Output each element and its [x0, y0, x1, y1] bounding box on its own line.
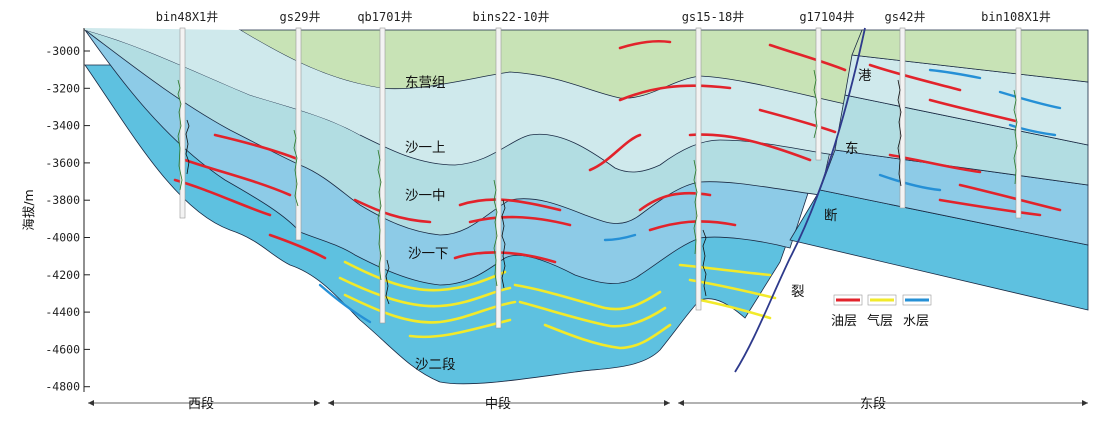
well-label: bin48X1井 — [156, 10, 219, 24]
well-bore — [293, 27, 302, 241]
segment-label-west: 西段 — [188, 397, 214, 412]
well-bore — [177, 27, 190, 219]
y-tick-label: -4200 — [45, 268, 80, 282]
legend-label-gas: 气层 — [867, 313, 893, 329]
oil-layer — [648, 220, 737, 232]
well-bore — [377, 27, 390, 324]
y-tick-label: -4800 — [45, 380, 80, 394]
gas-layer — [343, 293, 517, 324]
oil-layer — [768, 43, 847, 72]
fault: 港 东 断 裂 — [734, 27, 872, 373]
well-label: gs15-18井 — [682, 10, 745, 24]
well-label: g17104井 — [799, 10, 854, 24]
y-axis: -3000 -3200 -3400 -3600 -3800 -4000 -4200 -4400… — [21, 28, 90, 394]
oil-layer — [888, 153, 982, 174]
layer-top-band — [85, 28, 380, 135]
oil-layer — [268, 233, 327, 260]
oil-layers — [173, 39, 1062, 264]
well-bore — [1013, 27, 1022, 219]
oil-layer — [588, 133, 642, 172]
gas-layer — [343, 260, 507, 292]
well-label: gs42井 — [885, 10, 926, 24]
formation-label-sha1-lower: 沙一下 — [408, 246, 449, 262]
fault-label-char: 断 — [824, 208, 838, 224]
oil-layer — [618, 84, 732, 102]
water-layer — [998, 90, 1062, 110]
well-labels: bin48X1井 gs29井 qb1701井 bins22-10井 gs15-1… — [156, 10, 1051, 24]
legend-item-gas: 气层 — [867, 294, 897, 329]
gas-layer — [518, 300, 667, 328]
well-label: bins22-10井 — [472, 10, 549, 24]
oil-layer — [958, 183, 1062, 212]
segment-label-east: 东段 — [860, 397, 886, 412]
wells — [177, 27, 1022, 329]
water-layer — [1008, 123, 1057, 137]
oil-layer — [868, 63, 962, 92]
formation-label-dongying: 东营组 — [405, 75, 446, 91]
y-tick-label: -3200 — [45, 81, 80, 95]
oil-layer — [183, 158, 292, 197]
water-layer — [878, 173, 942, 192]
well-label: gs29井 — [280, 10, 321, 24]
water-layer — [928, 68, 982, 80]
fault-label-char: 裂 — [791, 284, 805, 300]
fault-label-char: 港 — [858, 68, 872, 84]
legend: 油层 气层 水层 — [831, 294, 932, 329]
gas-layer — [338, 276, 512, 308]
fault-label-char: 东 — [845, 141, 859, 157]
y-axis-label: 海拔/m — [21, 189, 36, 230]
oil-layer — [618, 39, 672, 50]
y-axis-ticks: -3000 -3200 -3400 -3600 -3800 -4000 -4200 -4400… — [45, 44, 90, 394]
layer-dongying — [238, 29, 866, 106]
y-tick-label: -3600 — [45, 156, 80, 170]
oil-layer — [638, 191, 712, 212]
gas-layer — [513, 283, 662, 311]
formation-labels: 东营组 沙一上 沙一中 沙一下 沙二段 — [405, 75, 456, 373]
legend-label-oil: 油层 — [831, 314, 857, 329]
oil-layer — [468, 215, 572, 227]
y-tick-label: -3800 — [45, 193, 80, 207]
oil-layer — [758, 108, 837, 134]
well-label: qb1701井 — [357, 10, 412, 24]
well-label: bin108X1井 — [981, 10, 1051, 24]
formation-label-sha1-middle: 沙一中 — [405, 188, 446, 204]
segment-label-middle: 中段 — [485, 397, 511, 412]
y-tick-label: -3000 — [45, 44, 80, 58]
oil-layer — [938, 198, 1042, 217]
layers-west-block — [83, 28, 866, 385]
legend-label-water: 水层 — [903, 314, 929, 329]
gas-layer — [678, 263, 772, 277]
layers-east-block — [789, 29, 1089, 311]
well-bore — [493, 27, 506, 329]
fault-line — [734, 27, 866, 373]
oil-layer — [688, 133, 812, 162]
well-bore — [813, 27, 822, 161]
y-tick-label: -4000 — [45, 231, 80, 245]
well-bore — [693, 27, 707, 311]
oil-layer — [353, 198, 432, 224]
oil-layer — [928, 98, 1022, 124]
formation-label-sha1-upper: 沙一上 — [405, 140, 446, 156]
y-tick-label: -4600 — [45, 342, 80, 356]
water-layer — [603, 233, 637, 242]
y-tick-label: -4400 — [45, 305, 80, 319]
water-layers — [318, 68, 1062, 324]
legend-item-oil: 油层 — [831, 294, 863, 329]
gas-layers — [338, 260, 777, 350]
oil-layer — [173, 178, 272, 217]
well-bore — [897, 27, 906, 209]
formation-label-sha2: 沙二段 — [415, 357, 456, 373]
segment-ruler: 西段 中段 东段 — [88, 397, 1088, 412]
oil-layer — [458, 198, 562, 212]
gas-layer — [543, 323, 672, 350]
oil-layer — [213, 133, 302, 162]
legend-item-water: 水层 — [902, 294, 932, 329]
east-layer-dongying — [851, 29, 1089, 83]
water-layer — [318, 283, 372, 324]
y-tick-label: -3400 — [45, 119, 80, 133]
